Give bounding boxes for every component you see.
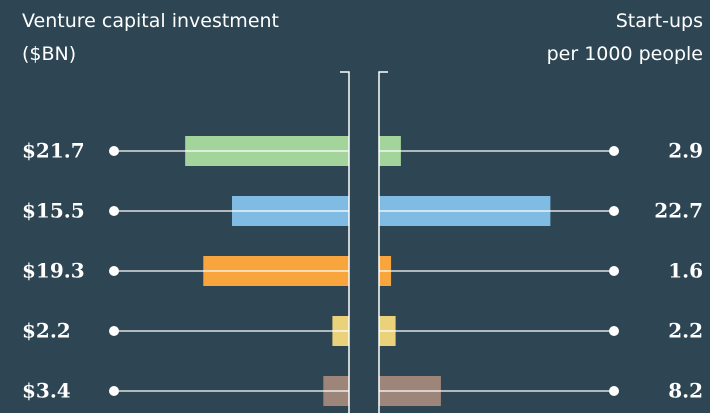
value-label: 8.2 bbox=[668, 379, 703, 403]
leader-dot bbox=[109, 146, 119, 156]
leader-dot bbox=[609, 206, 619, 216]
value-label: 22.7 bbox=[654, 199, 703, 223]
value-label: 2.2 bbox=[668, 319, 703, 343]
plot: $21.7 $15.5 $19.3 $2.2 $3.4 2.9 22.7 1.6 2.2 8.2 bbox=[22, 136, 703, 406]
value-label: $15.5 bbox=[22, 199, 85, 223]
value-label: $19.3 bbox=[22, 259, 85, 283]
leader-dot bbox=[109, 266, 119, 276]
value-label: $2.2 bbox=[22, 319, 71, 343]
right-subtitle: per 1000 people bbox=[547, 43, 703, 65]
value-label: $3.4 bbox=[22, 379, 71, 403]
value-label: 2.9 bbox=[668, 139, 703, 163]
leader-dot bbox=[609, 326, 619, 336]
left-subtitle: ($BN) bbox=[22, 43, 76, 65]
leader-dot bbox=[109, 326, 119, 336]
left-axis bbox=[340, 71, 350, 413]
right-axis bbox=[378, 71, 388, 413]
value-label: $21.7 bbox=[22, 139, 85, 163]
left-title: Venture capital investment bbox=[22, 10, 279, 32]
leader-dot bbox=[609, 266, 619, 276]
leader-dot bbox=[109, 386, 119, 396]
leader-dot bbox=[609, 146, 619, 156]
value-label: 1.6 bbox=[668, 259, 703, 283]
leader-dot bbox=[609, 386, 619, 396]
right-title: Start-ups bbox=[616, 10, 703, 32]
leader-dot bbox=[109, 206, 119, 216]
